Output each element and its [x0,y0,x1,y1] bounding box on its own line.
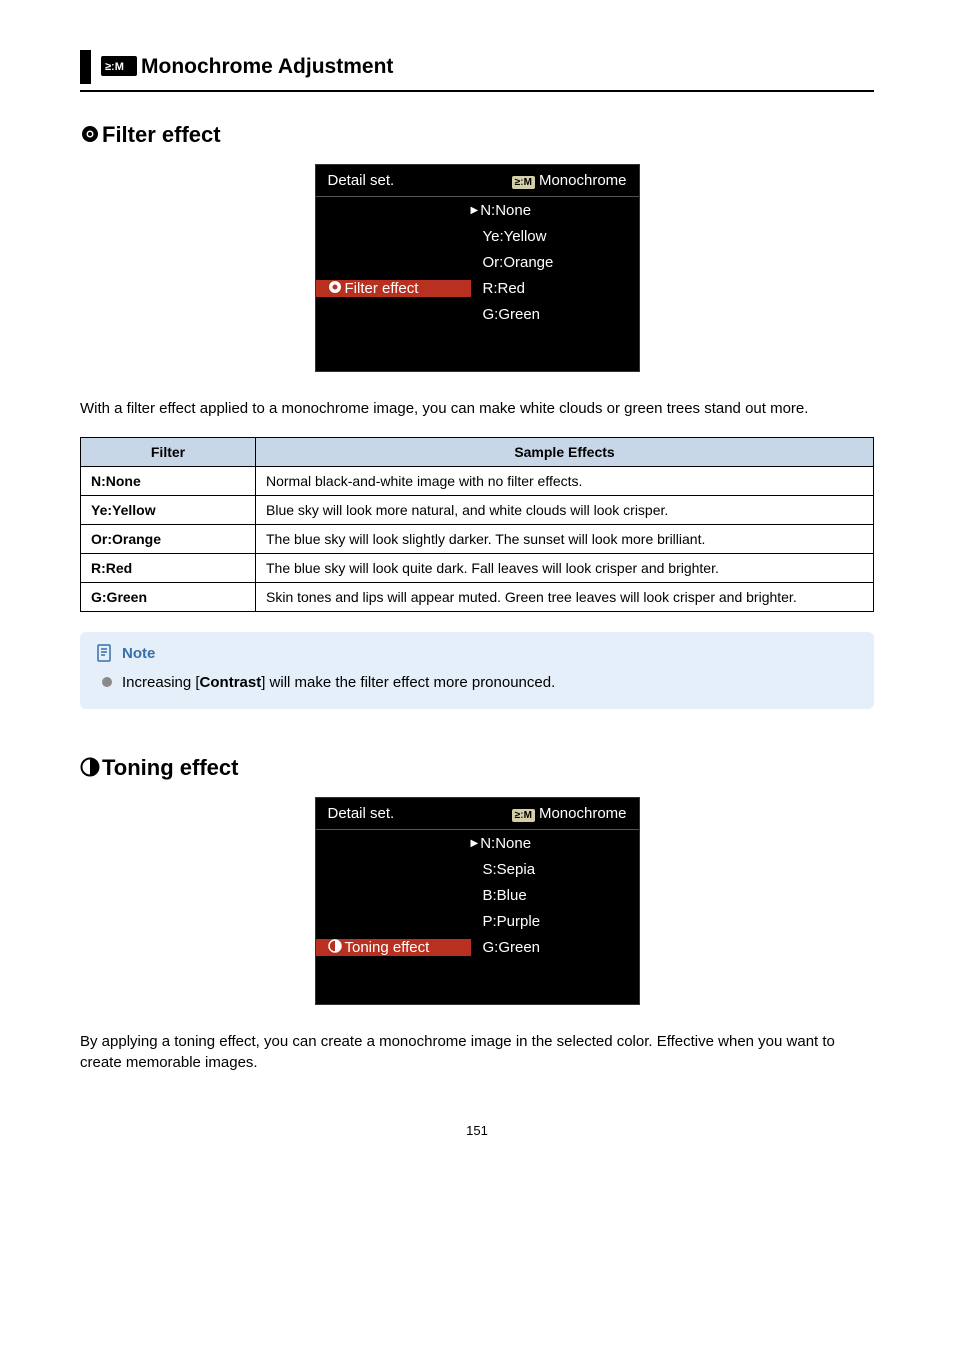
section-title: ≥ːM Monochrome Adjustment [101,55,393,79]
toning-screen-header: Detail set. ≥ːMMonochrome [316,798,639,830]
filter-effect-icon [80,124,100,150]
toning-camera-screen: Detail set. ≥ːMMonochrome N:None S:Sepia… [315,797,640,1005]
filter-screen-header: Detail set. ≥ːMMonochrome [316,165,639,197]
note-icon [96,644,114,662]
toning-option-label: N:None [480,835,531,852]
toning-effect-heading-text: Toning effect [102,755,238,780]
note-box: Note Increasing [Contrast] will make the… [80,632,874,709]
toning-option-label: S:Sepia [483,861,536,878]
filter-screen-footer [316,327,639,371]
toning-effect-description: By applying a toning effect, you can cre… [80,1031,874,1073]
picture-style-mode-icon: ≥ːM [101,56,137,76]
toning-option-row[interactable]: Toning effect G:Green [316,934,639,960]
table-row: Or:Orange The blue sky will look slightl… [81,525,874,554]
filter-option-label: N:None [480,202,531,219]
table-header-filter: Filter [81,438,256,467]
table-row: G:Green Skin tones and lips will appear … [81,583,874,612]
table-filter-effect: Normal black-and-white image with no fil… [256,467,874,496]
toning-option-label: P:Purple [483,913,541,930]
toning-effect-icon [80,757,100,783]
filter-camera-screen: Detail set. ≥ːMMonochrome N:None Ye:Yell… [315,164,640,372]
toning-option-label: B:Blue [483,887,527,904]
table-filter-name: N:None [81,467,256,496]
table-filter-effect: Blue sky will look more natural, and whi… [256,496,874,525]
table-row: N:None Normal black-and-white image with… [81,467,874,496]
table-filter-effect: The blue sky will look slightly darker. … [256,525,874,554]
toning-screen-footer [316,960,639,1004]
page-number: 151 [80,1123,874,1138]
table-row: Ye:Yellow Blue sky will look more natura… [81,496,874,525]
note-title: Note [96,644,858,662]
filter-screen-body: N:None Ye:Yellow Or:Orange Filter effect… [316,197,639,327]
table-filter-name: R:Red [81,554,256,583]
filter-option-label: Or:Orange [483,254,554,271]
toning-effect-menu-icon [328,939,342,956]
note-title-text: Note [122,645,155,662]
filter-option-label: G:Green [483,306,541,323]
toning-option-row[interactable]: B:Blue [316,882,639,908]
toning-screen-header-right: ≥ːMMonochrome [512,805,627,822]
filter-effect-description: With a filter effect applied to a monoch… [80,398,874,419]
filter-effect-menu-icon [328,280,342,297]
filter-menu-label: Filter effect [345,280,419,297]
filter-effect-heading: Filter effect [80,122,874,150]
svg-text:≥ːM: ≥ːM [105,61,124,73]
section-left-marker [80,50,91,84]
filter-screen-header-right: ≥ːMMonochrome [512,172,627,189]
toning-menu-label: Toning effect [345,939,430,956]
filter-effects-table: Filter Sample Effects N:None Normal blac… [80,437,874,612]
monochrome-badge-icon: ≥ːM [512,809,535,822]
section-header: ≥ːM Monochrome Adjustment [80,50,874,92]
table-filter-name: Or:Orange [81,525,256,554]
note-bullet-icon [102,677,112,687]
filter-option-row[interactable]: Filter effect R:Red [316,275,639,301]
table-filter-effect: The blue sky will look quite dark. Fall … [256,554,874,583]
toning-option-label: G:Green [483,939,541,956]
table-filter-name: Ye:Yellow [81,496,256,525]
filter-option-row[interactable]: G:Green [316,301,639,327]
table-header-effects: Sample Effects [256,438,874,467]
note-text: Increasing [Contrast] will make the filt… [122,672,858,693]
section-title-text: Monochrome Adjustment [141,55,393,78]
table-filter-name: G:Green [81,583,256,612]
filter-option-label: Ye:Yellow [483,228,547,245]
filter-option-row[interactable]: Ye:Yellow [316,223,639,249]
toning-effect-heading: Toning effect [80,755,874,783]
note-body: Increasing [Contrast] will make the filt… [96,672,858,693]
filter-option-row[interactable]: N:None [316,197,639,223]
toning-option-row[interactable]: N:None [316,830,639,856]
toning-screen-body: N:None S:Sepia B:Blue P:Purple Toning ef [316,830,639,960]
toning-option-row[interactable]: P:Purple [316,908,639,934]
toning-option-row[interactable]: S:Sepia [316,856,639,882]
table-row: R:Red The blue sky will look quite dark.… [81,554,874,583]
filter-screen-header-left: Detail set. [328,172,395,189]
table-filter-effect: Skin tones and lips will appear muted. G… [256,583,874,612]
table-header-row: Filter Sample Effects [81,438,874,467]
toning-screen-header-left: Detail set. [328,805,395,822]
filter-option-label: R:Red [483,280,526,297]
monochrome-badge-icon: ≥ːM [512,176,535,189]
filter-effect-heading-text: Filter effect [102,122,221,147]
filter-option-row[interactable]: Or:Orange [316,249,639,275]
